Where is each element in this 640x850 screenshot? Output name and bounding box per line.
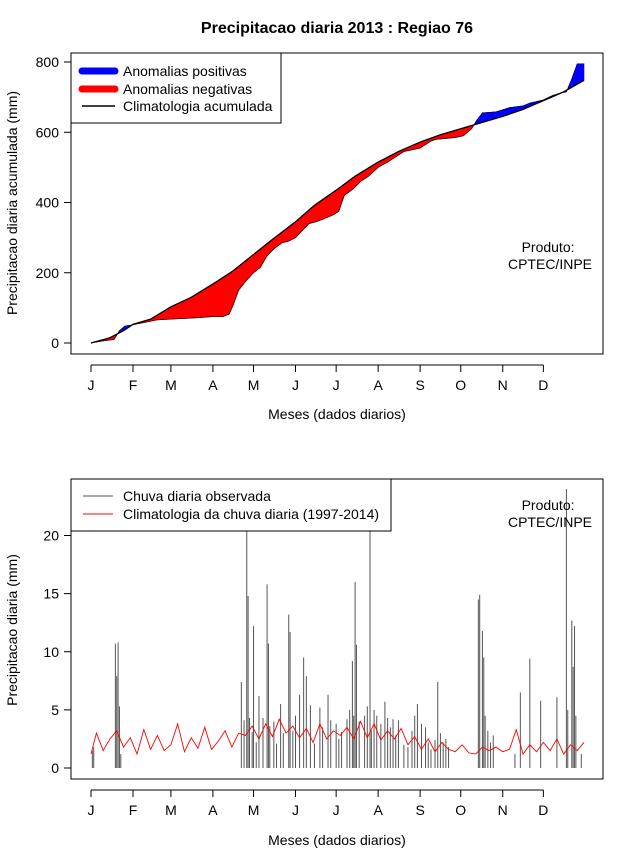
x-tick-label: A [208, 802, 218, 818]
x-tick-label: O [455, 802, 466, 818]
x-tick-label: M [165, 802, 177, 818]
y-tick-label: 15 [43, 586, 59, 602]
y-tick-label: 0 [51, 335, 59, 351]
x-axis-label: Meses (dados diarios) [268, 406, 406, 422]
x-tick-label: F [129, 802, 138, 818]
product-annotation-line-1: Produto: [522, 497, 575, 513]
y-tick-label: 400 [36, 195, 60, 211]
x-tick-label: J [292, 802, 299, 818]
product-annotation-line-1: Produto: [522, 239, 575, 255]
product-annotation: Produto: CPTEC/INPE [508, 497, 592, 530]
x-tick-label: J [292, 377, 299, 393]
y-tick-label: 600 [36, 124, 60, 140]
positive-anomaly-segment [582, 63, 585, 82]
figure-title: Precipitacao diaria 2013 : Regiao 76 [201, 20, 473, 37]
x-tick-label: S [415, 802, 424, 818]
x-tick-label: D [538, 377, 548, 393]
y-tick-label: 0 [51, 760, 59, 776]
product-annotation-line-2: CPTEC/INPE [508, 514, 592, 530]
y-axis-label: Precipitacao diaria (mm) [4, 554, 20, 706]
x-axis-label: Meses (dados diarios) [268, 832, 406, 848]
legend: Anomalias positivas Anomalias negativas … [70, 52, 282, 124]
legend-label-negative: Anomalias negativas [123, 81, 252, 97]
y-tick-label: 5 [51, 702, 59, 718]
y-tick-label: 800 [36, 54, 60, 70]
y-axis-label: Precipitacao diaria acumulada (mm) [4, 91, 20, 315]
y-tick-label: 20 [43, 528, 59, 544]
legend: Chuva diaria observada Climatologia da c… [70, 478, 392, 532]
y-tick-label: 10 [43, 644, 59, 660]
y-axis: 0 5 10 15 20 [43, 528, 72, 776]
x-tick-label: J [88, 377, 95, 393]
x-tick-label: M [248, 802, 260, 818]
legend-box [70, 478, 392, 532]
product-annotation-line-2: CPTEC/INPE [508, 256, 592, 272]
x-tick-label: J [88, 802, 95, 818]
x-tick-label: A [208, 377, 218, 393]
x-tick-label: M [165, 377, 177, 393]
legend-label-positive: Anomalias positivas [123, 63, 247, 79]
x-tick-label: N [498, 802, 508, 818]
x-tick-label: A [373, 377, 383, 393]
observed-daily-bars [91, 489, 582, 768]
x-tick-label: J [333, 802, 340, 818]
panel-daily: 0 5 10 15 20 J F M A M J J A S O N D Meses (dados diari… [4, 478, 604, 848]
legend-label-climatology: Climatologia acumulada [123, 98, 273, 114]
x-tick-label: N [498, 377, 508, 393]
product-annotation: Produto: CPTEC/INPE [508, 239, 592, 272]
x-tick-label: J [333, 377, 340, 393]
legend-label-climatology-daily: Climatologia da chuva diaria (1997-2014) [123, 506, 379, 522]
x-tick-label: A [373, 802, 383, 818]
x-tick-label: O [455, 377, 466, 393]
x-tick-label: M [248, 377, 260, 393]
x-tick-label: D [538, 802, 548, 818]
climatology-cumulative-line [90, 79, 585, 344]
x-tick-label: F [129, 377, 138, 393]
panel-cumulative: 0 200 400 600 800 J F M A M J J A S O N D Meses (dados … [4, 52, 604, 422]
climatology-daily-line [90, 718, 585, 756]
y-axis: 0 200 400 600 800 [36, 54, 72, 351]
x-tick-label: S [415, 377, 424, 393]
observed-cumulative-line [90, 63, 584, 344]
y-tick-label: 200 [36, 265, 60, 281]
legend-label-observed: Chuva diaria observada [123, 488, 271, 504]
